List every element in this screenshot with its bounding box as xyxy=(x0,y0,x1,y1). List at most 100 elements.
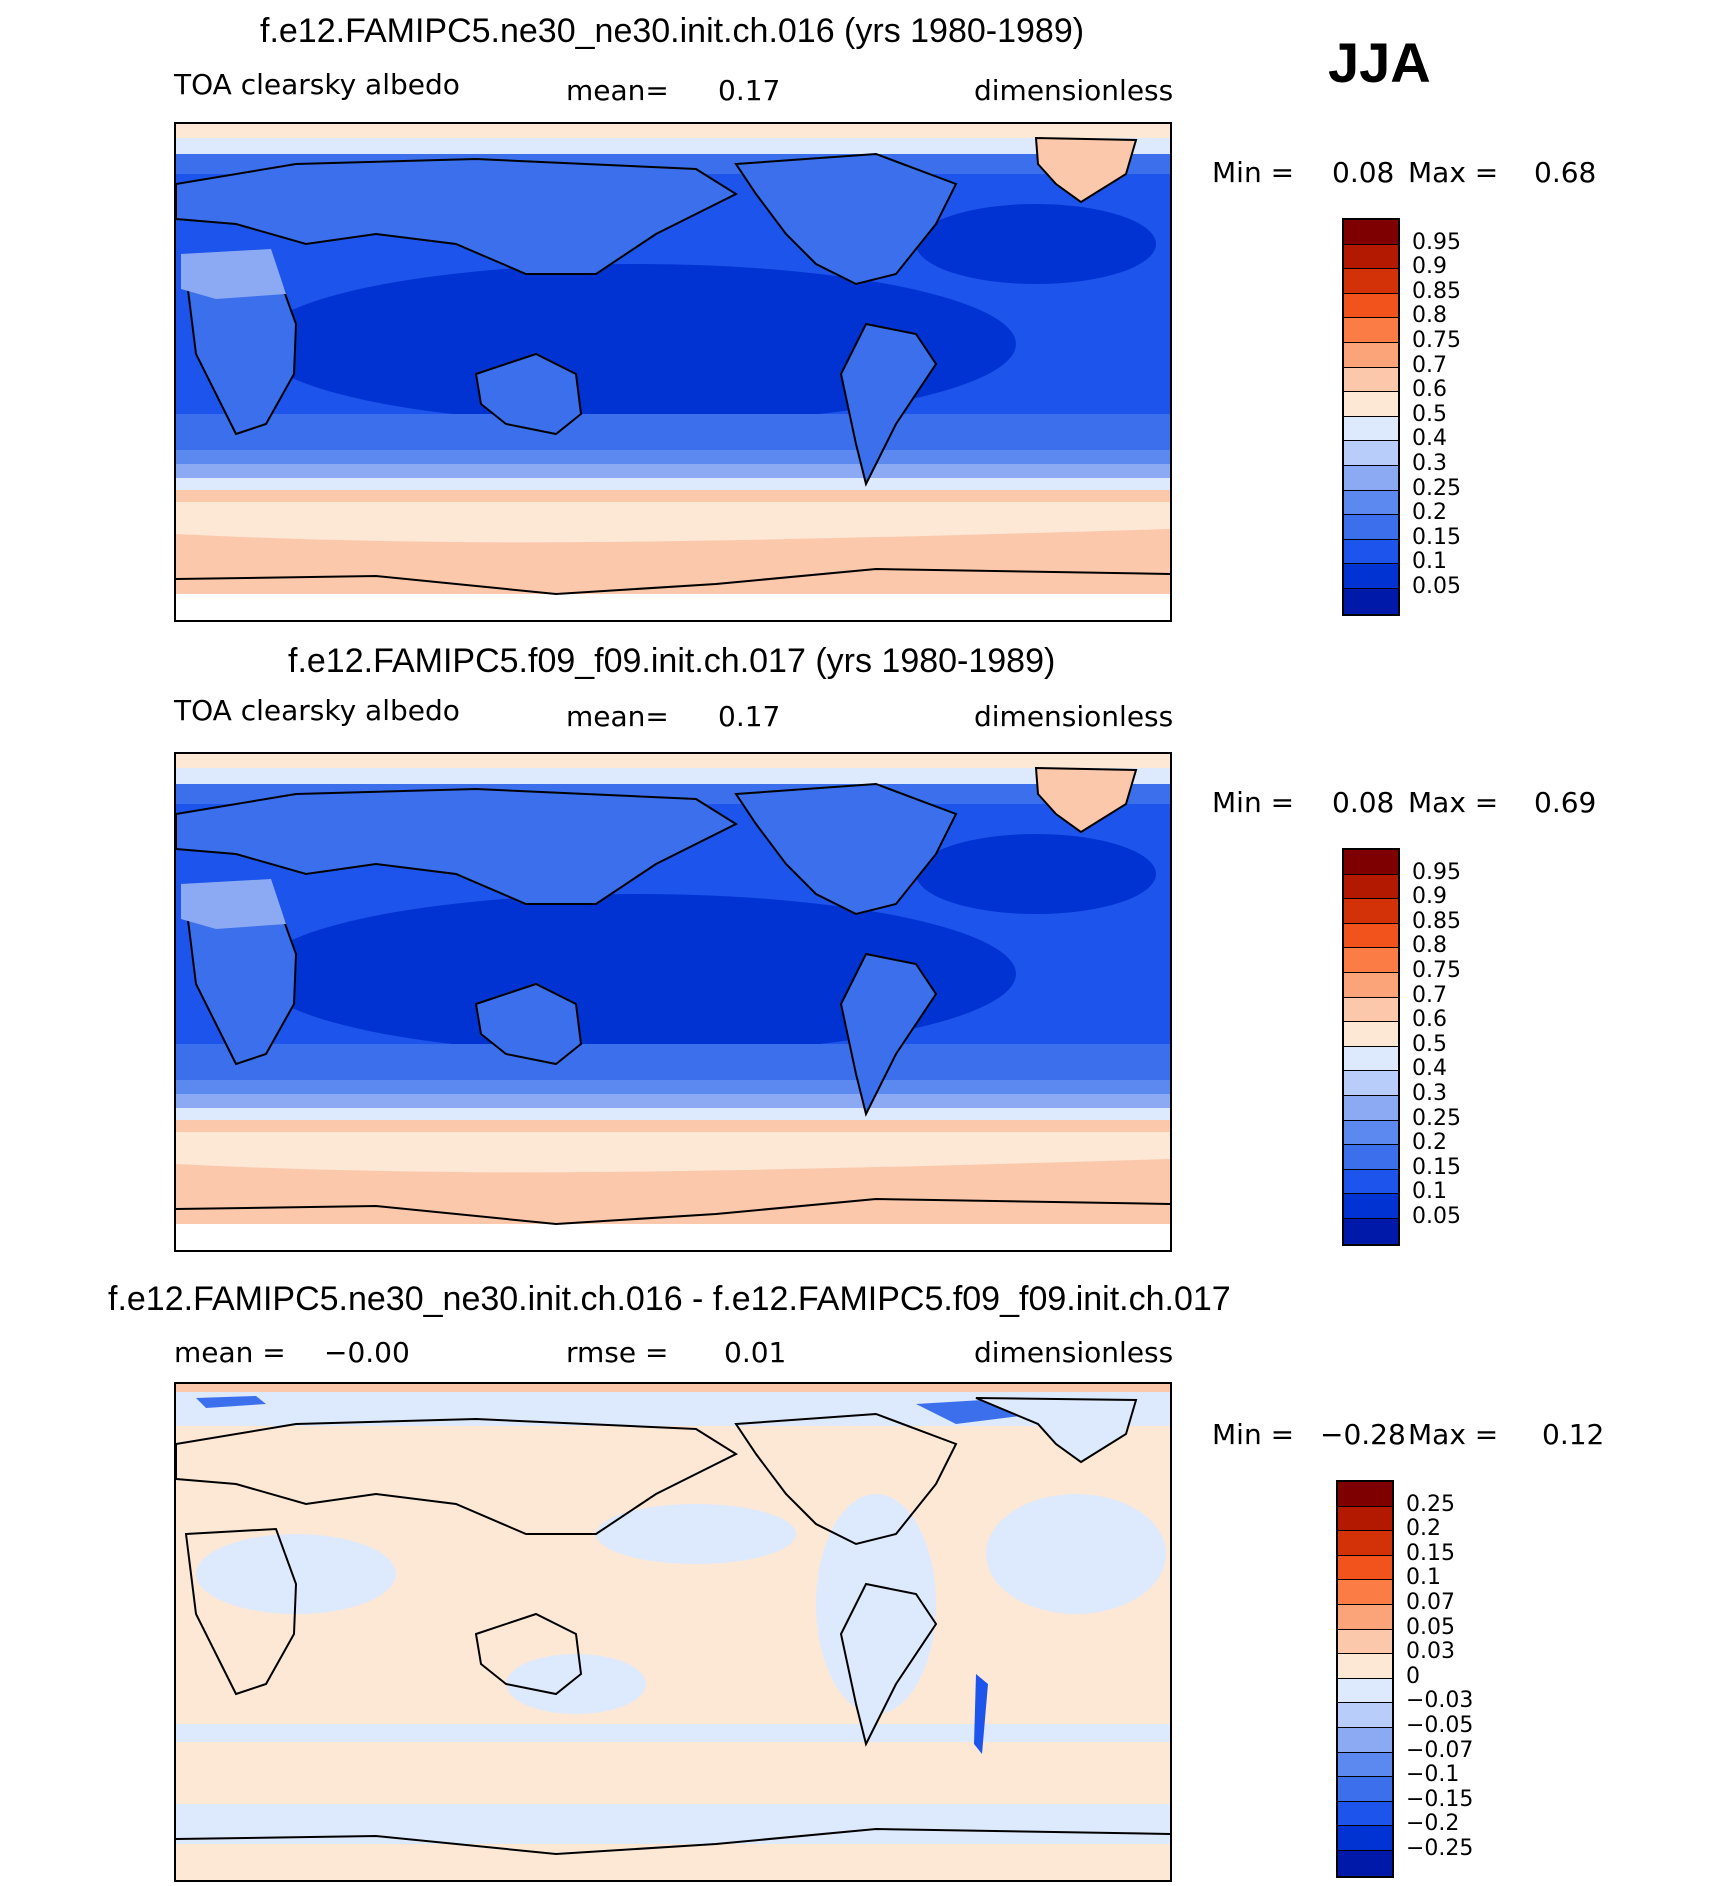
colorbar-swatch xyxy=(1344,997,1398,1023)
colorbar-swatch xyxy=(1344,490,1398,516)
panel-3-min-value: −0.28 xyxy=(1320,1418,1406,1451)
colorbar-tick-label: 0.5 xyxy=(1412,401,1447,427)
colorbar-tick-label: −0.1 xyxy=(1406,1762,1460,1788)
colorbar-tick-label: −0.05 xyxy=(1406,1713,1474,1738)
colorbar-tick-label: 0.85 xyxy=(1412,908,1461,934)
colorbar-swatch xyxy=(1344,515,1398,540)
colorbar-tick-label: −0.15 xyxy=(1406,1786,1474,1812)
panel-3-max-value: 0.12 xyxy=(1542,1418,1605,1451)
colorbar-swatch xyxy=(1338,1826,1392,1851)
colorbar-tick-label: 0.75 xyxy=(1412,958,1461,983)
colorbar-swatch xyxy=(1344,244,1398,270)
panel-1-max-label: Max = xyxy=(1408,156,1499,189)
colorbar-swatch xyxy=(1344,367,1398,393)
colorbar-tick-label: −0.07 xyxy=(1406,1737,1474,1763)
colorbar-swatch xyxy=(1344,1071,1398,1096)
colorbar-swatch xyxy=(1344,539,1398,565)
panel-1-map-svg xyxy=(176,124,1170,620)
colorbar-swatch xyxy=(1344,441,1398,466)
colorbar-swatch xyxy=(1338,1801,1392,1827)
panel-2-min-value: 0.08 xyxy=(1332,786,1395,819)
colorbar-swatch xyxy=(1344,392,1398,417)
panel-1-map xyxy=(174,122,1172,622)
colorbar-tick-label: 0.85 xyxy=(1412,278,1461,304)
panel-1-mean-label: mean= xyxy=(566,74,669,107)
colorbar-tick-label: 0.7 xyxy=(1412,982,1447,1008)
colorbar-tick-label: 0.03 xyxy=(1406,1639,1455,1665)
colorbar-swatch xyxy=(1344,416,1398,442)
colorbar-tick-label: 0.9 xyxy=(1412,884,1447,910)
panel-1-mean-value: 0.17 xyxy=(718,74,781,107)
colorbar-tick-label: 0.4 xyxy=(1412,1056,1447,1082)
colorbar-tick-label: 0.2 xyxy=(1412,1130,1447,1156)
panel-2-min-label: Min = xyxy=(1212,786,1295,819)
colorbar-tick-label: 0.2 xyxy=(1412,500,1447,526)
colorbar-swatch xyxy=(1344,588,1398,614)
colorbar-tick-label: 0.25 xyxy=(1412,1105,1461,1131)
panel-2-map xyxy=(174,752,1172,1252)
panel-1-title: f.e12.FAMIPC5.ne30_ne30.init.ch.016 (yrs… xyxy=(260,12,1085,50)
panel-3-rmse-label: rmse = xyxy=(566,1336,669,1369)
colorbar-swatch xyxy=(1338,1629,1392,1655)
colorbar-tick-label: 0.05 xyxy=(1412,1204,1461,1229)
colorbar-swatch xyxy=(1344,948,1398,973)
colorbar-tick-label: 0.15 xyxy=(1406,1540,1455,1566)
colorbar-swatch xyxy=(1338,1580,1392,1605)
colorbar-tick-label: 0.5 xyxy=(1412,1031,1447,1057)
panel-2-colorbar xyxy=(1342,848,1400,1246)
colorbar-swatch xyxy=(1344,1194,1398,1219)
colorbar-swatch xyxy=(1338,1506,1392,1532)
colorbar-swatch xyxy=(1338,1703,1392,1728)
colorbar-tick-label: 0.05 xyxy=(1412,574,1461,599)
colorbar-swatch xyxy=(1344,923,1398,949)
colorbar-swatch xyxy=(1344,1169,1398,1195)
panel-2-mean-value: 0.17 xyxy=(718,700,781,733)
panel-1-units: dimensionless xyxy=(974,74,1174,107)
colorbar-tick-label: 0.15 xyxy=(1412,1154,1461,1180)
colorbar-swatch xyxy=(1344,972,1398,998)
panel-1-min-label: Min = xyxy=(1212,156,1295,189)
colorbar-swatch xyxy=(1344,564,1398,589)
colorbar-tick-label: 0.4 xyxy=(1412,426,1447,452)
colorbar-tick-label: −0.2 xyxy=(1406,1811,1460,1837)
colorbar-tick-label: 0.15 xyxy=(1412,524,1461,550)
colorbar-tick-label: 0.7 xyxy=(1412,352,1447,378)
colorbar-swatch xyxy=(1344,1218,1398,1244)
colorbar-tick-label: 0.3 xyxy=(1412,451,1447,476)
colorbar-tick-label: 0.6 xyxy=(1412,377,1447,403)
colorbar-swatch xyxy=(1338,1727,1392,1753)
panel-3-title: f.e12.FAMIPC5.ne30_ne30.init.ch.016 - f.… xyxy=(108,1280,1231,1318)
colorbar-tick-label: 0.6 xyxy=(1412,1007,1447,1033)
panel-2-map-svg xyxy=(176,754,1170,1250)
colorbar-tick-label: 0.8 xyxy=(1412,303,1447,329)
panel-3-colorbar xyxy=(1336,1480,1394,1878)
colorbar-tick-label: 0.2 xyxy=(1406,1516,1441,1542)
panel-3-map xyxy=(174,1382,1172,1882)
panel-1-min-value: 0.08 xyxy=(1332,156,1395,189)
panel-2-title: f.e12.FAMIPC5.f09_f09.init.ch.017 (yrs 1… xyxy=(288,642,1056,680)
colorbar-tick-label: 0.25 xyxy=(1406,1491,1455,1517)
colorbar-tick-label: 0.95 xyxy=(1412,229,1461,255)
colorbar-swatch xyxy=(1344,1145,1398,1170)
colorbar-tick-label: 0.3 xyxy=(1412,1081,1447,1106)
colorbar-tick-label: 0.05 xyxy=(1406,1614,1455,1640)
colorbar-tick-label: 0.07 xyxy=(1406,1590,1455,1615)
colorbar-swatch xyxy=(1344,1095,1398,1121)
panel-3-mean-label: mean = xyxy=(174,1336,286,1369)
colorbar-swatch xyxy=(1338,1654,1392,1679)
panel-3-units: dimensionless xyxy=(974,1336,1174,1369)
colorbar-swatch xyxy=(1344,850,1398,875)
colorbar-tick-label: 0.1 xyxy=(1412,1179,1447,1205)
colorbar-tick-label: 0.1 xyxy=(1406,1565,1441,1591)
panel-2-variable: TOA clearsky albedo xyxy=(174,694,460,727)
panel-1-colorbar xyxy=(1342,218,1400,616)
colorbar-swatch xyxy=(1344,465,1398,491)
colorbar-swatch xyxy=(1338,1752,1392,1778)
colorbar-swatch xyxy=(1344,220,1398,245)
colorbar-tick-label: 0.1 xyxy=(1412,549,1447,575)
colorbar-swatch xyxy=(1338,1555,1392,1581)
colorbar-tick-label: 0.75 xyxy=(1412,328,1461,353)
colorbar-tick-label: 0.95 xyxy=(1412,859,1461,885)
season-label: JJA xyxy=(1328,31,1431,94)
panel-3-map-svg xyxy=(176,1384,1170,1880)
